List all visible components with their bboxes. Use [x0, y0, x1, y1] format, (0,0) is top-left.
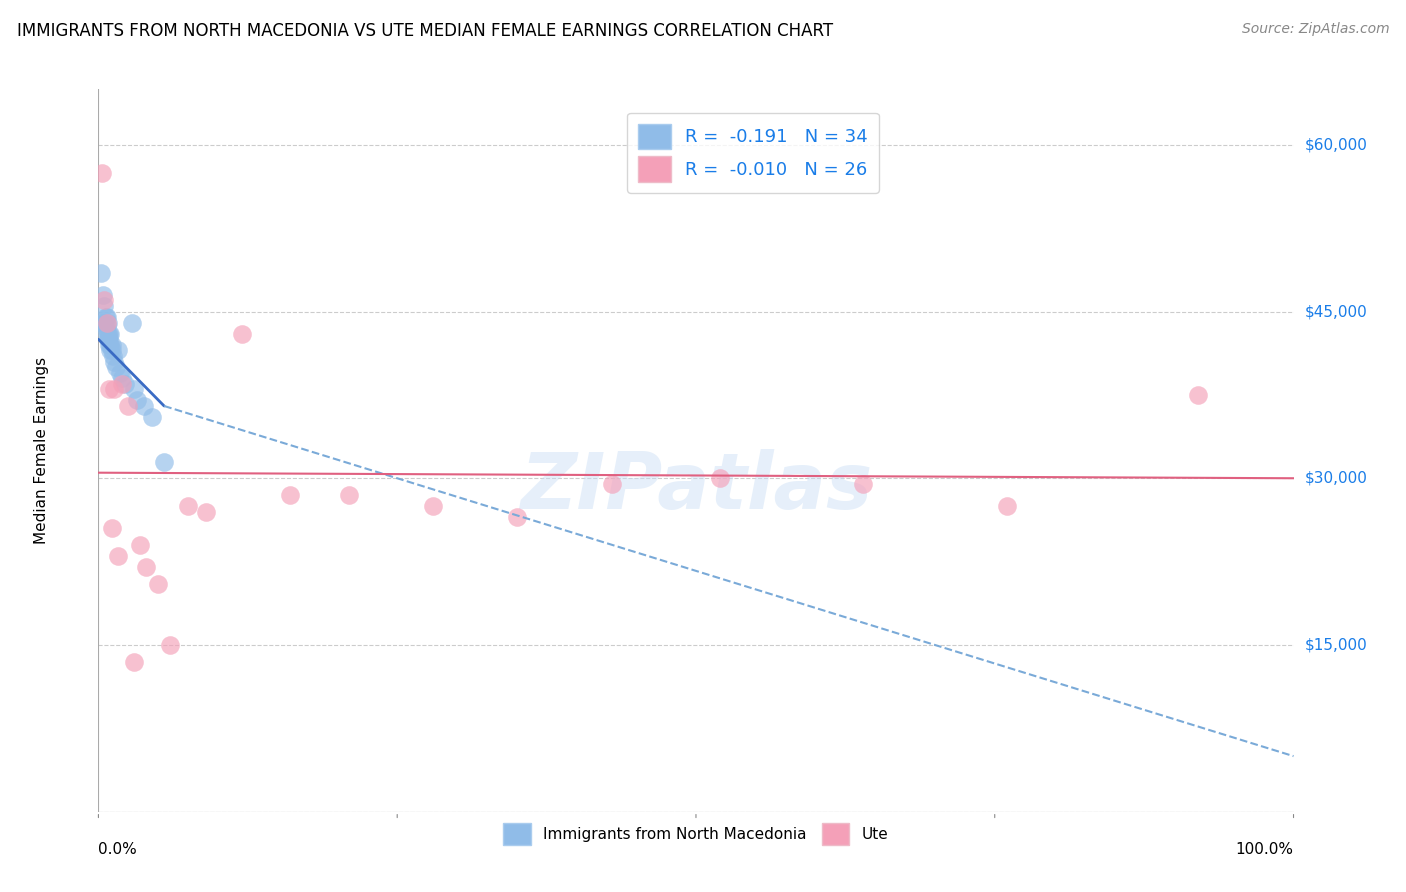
Point: [94, 321, 117, 335]
Point: [111, 371, 134, 385]
Point: [103, 382, 125, 396]
Point: [91, 165, 114, 179]
Text: $45,000: $45,000: [1305, 304, 1368, 319]
Point: [97, 332, 120, 346]
Point: [124, 655, 146, 669]
Point: [422, 499, 444, 513]
Text: $60,000: $60,000: [1305, 137, 1368, 153]
Point: [111, 376, 134, 391]
Point: [231, 326, 253, 341]
Point: [98, 343, 122, 358]
Point: [100, 343, 122, 358]
Point: [148, 577, 170, 591]
Point: [96, 326, 118, 341]
Point: [93, 316, 115, 330]
Point: [96, 310, 118, 324]
Point: [101, 349, 124, 363]
Point: [278, 488, 301, 502]
Text: 100.0%: 100.0%: [1236, 842, 1294, 857]
Point: [107, 343, 129, 358]
Point: [103, 354, 125, 368]
Point: [98, 326, 121, 341]
Point: [339, 488, 361, 502]
Point: [117, 399, 139, 413]
Point: [602, 476, 624, 491]
Point: [98, 382, 121, 396]
Point: [132, 399, 155, 413]
Legend: Immigrants from North Macedonia, Ute: Immigrants from North Macedonia, Ute: [498, 817, 894, 851]
Point: [124, 382, 146, 396]
Point: [93, 293, 115, 308]
Point: [125, 393, 148, 408]
Point: [98, 332, 121, 346]
Text: Median Female Earnings: Median Female Earnings: [34, 357, 49, 544]
Text: $30,000: $30,000: [1305, 471, 1368, 486]
Point: [121, 316, 143, 330]
Point: [97, 316, 120, 330]
Text: IMMIGRANTS FROM NORTH MACEDONIA VS UTE MEDIAN FEMALE EARNINGS CORRELATION CHART: IMMIGRANTS FROM NORTH MACEDONIA VS UTE M…: [17, 22, 832, 40]
Point: [995, 499, 1018, 513]
Point: [709, 471, 731, 485]
Point: [1187, 388, 1209, 402]
Point: [195, 505, 218, 519]
Text: Source: ZipAtlas.com: Source: ZipAtlas.com: [1241, 22, 1389, 37]
Point: [100, 521, 122, 535]
Point: [90, 266, 112, 280]
Point: [114, 376, 136, 391]
Point: [177, 499, 200, 513]
Point: [96, 316, 118, 330]
Point: [135, 560, 157, 574]
Point: [506, 510, 529, 524]
Point: [91, 316, 114, 330]
Point: [105, 360, 128, 375]
Point: [153, 454, 176, 468]
Point: [98, 326, 122, 341]
Point: [129, 538, 152, 552]
Point: [852, 476, 875, 491]
Point: [107, 549, 129, 563]
Point: [93, 299, 115, 313]
Point: [108, 366, 131, 380]
Point: [91, 288, 114, 302]
Point: [94, 310, 117, 324]
Point: [100, 338, 122, 352]
Point: [141, 410, 163, 425]
Point: [98, 338, 122, 352]
Point: [159, 638, 181, 652]
Point: [97, 326, 120, 341]
Text: 0.0%: 0.0%: [98, 842, 138, 857]
Text: $15,000: $15,000: [1305, 638, 1368, 652]
Point: [96, 318, 118, 332]
Point: [98, 338, 121, 352]
Text: ZIPatlas: ZIPatlas: [520, 449, 872, 524]
